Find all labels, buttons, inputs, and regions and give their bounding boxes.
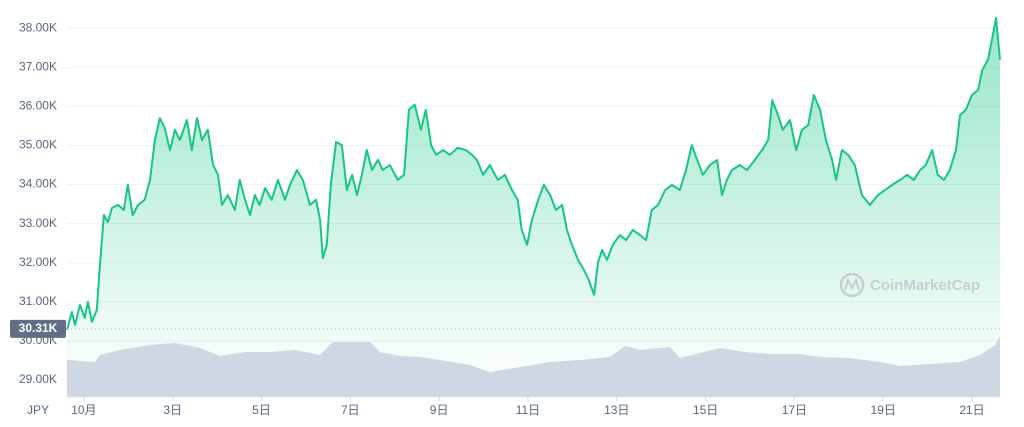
x-tick-label: 5日 <box>252 403 271 417</box>
price-line <box>66 17 1001 331</box>
watermark: CoinMarketCap <box>839 272 980 298</box>
x-tick-label: 11日 <box>516 403 540 417</box>
volume-area <box>67 336 1000 397</box>
y-tick-label: 34.00K <box>19 177 57 191</box>
y-tick-label: 29.00K <box>19 372 57 386</box>
y-tick-label: 36.00K <box>19 99 57 113</box>
reference-label: 30.31K <box>19 321 58 335</box>
x-tick-label: 19日 <box>871 403 896 417</box>
y-tick-label: 31.00K <box>19 294 57 308</box>
y-tick-label: 32.00K <box>19 255 57 269</box>
reference-label-box <box>10 319 66 338</box>
x-tick-label: 9日 <box>430 403 449 417</box>
watermark-logo-mark <box>844 277 860 291</box>
x-tick-label: 10月 <box>71 403 96 417</box>
watermark-text: CoinMarketCap <box>870 277 980 294</box>
y-tick-label: 33.00K <box>19 216 57 230</box>
watermark-logo <box>839 272 865 298</box>
area-fill <box>67 18 1000 396</box>
y-tick-label: 35.00K <box>19 138 57 152</box>
y-tick-label: 37.00K <box>19 59 57 73</box>
y-tick-label: 38.00K <box>19 20 57 34</box>
x-tick-label: 17日 <box>782 403 807 417</box>
x-tick-label: 3日 <box>163 403 182 417</box>
x-tick-label: 13日 <box>604 403 629 417</box>
line-layer <box>66 17 1001 331</box>
x-tick-label: 15日 <box>693 403 718 417</box>
currency-label: JPY <box>27 403 49 417</box>
x-tick-label: 21日 <box>959 403 984 417</box>
area-layer <box>67 18 1000 396</box>
x-tick-label: 7日 <box>341 403 360 417</box>
